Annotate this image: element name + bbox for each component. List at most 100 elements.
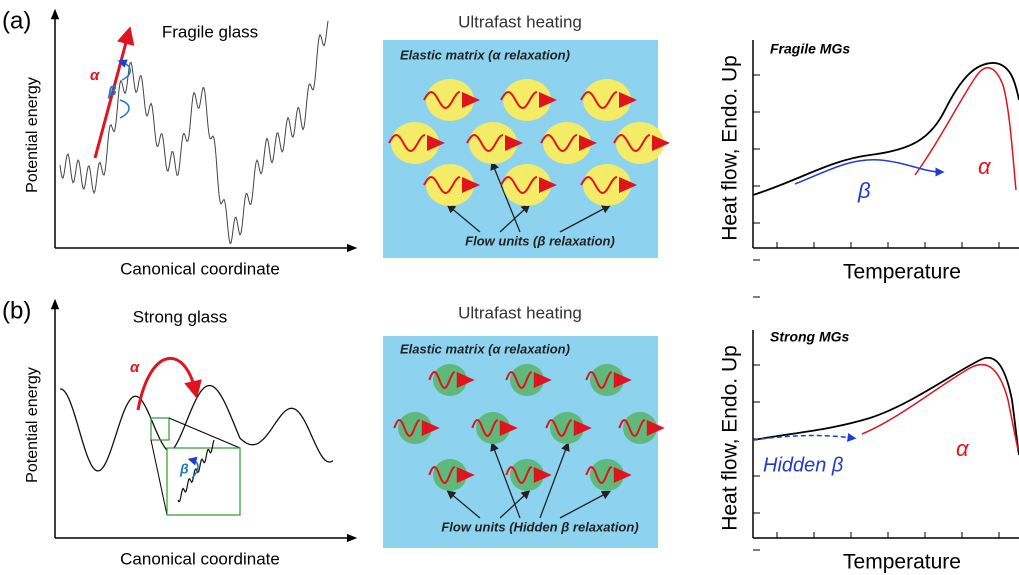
wave-arrowhead <box>427 135 445 151</box>
wave-arrowhead <box>579 135 597 151</box>
x-axis-label: Canonical coordinate <box>120 549 280 568</box>
dsc-title: Fragile MGs <box>770 41 850 57</box>
alpha-label: α <box>130 359 140 376</box>
units-label: Flow units (Hidden β relaxation) <box>441 519 638 534</box>
flow-unit <box>583 164 631 206</box>
wave <box>613 133 651 153</box>
pointer-arrow <box>490 441 521 519</box>
panel-label: (b) <box>2 297 31 324</box>
wave-arrowhead <box>499 420 518 436</box>
flow-unit <box>391 122 439 164</box>
wave-arrowhead <box>619 92 637 108</box>
wave-arrowhead <box>533 467 552 483</box>
alpha-arrow <box>93 26 135 159</box>
pointer-arrow <box>499 489 531 519</box>
wave-arrowhead <box>613 467 632 483</box>
panel: (a) Potential energy Canonical coordinate F… <box>2 7 1019 298</box>
zoom-box-small <box>150 417 170 441</box>
zoom-line <box>168 417 241 449</box>
y-axis-label: Potential energy <box>24 77 41 193</box>
dsc-black <box>752 356 1019 456</box>
wave <box>471 418 499 438</box>
beta-label: β <box>179 461 189 477</box>
wave-arrowhead <box>619 177 637 193</box>
zoom-line <box>150 439 168 516</box>
wave-arrowhead <box>462 177 480 193</box>
wave-arrowhead <box>533 372 552 388</box>
flow-unit <box>426 164 474 206</box>
dsc-red <box>914 67 1017 191</box>
dsc-beta: Hidden β <box>763 454 843 476</box>
flow-unit <box>583 79 631 121</box>
wave <box>500 175 538 195</box>
dsc-x-label: Temperature <box>843 551 961 574</box>
schematic-title: Ultrafast heating <box>458 303 582 322</box>
wave <box>505 465 533 485</box>
dsc-beta: β <box>857 178 871 203</box>
wave <box>585 465 613 485</box>
beta-label: β <box>107 83 117 99</box>
landscape-curve <box>59 20 329 245</box>
schematic-title: Ultrafast heating <box>458 12 582 31</box>
wave <box>545 418 573 438</box>
wave-arrowhead <box>456 467 475 483</box>
pointer-arrow <box>559 204 612 233</box>
dsc-alpha: α <box>978 154 992 179</box>
wave-arrowhead <box>573 420 592 436</box>
wave <box>500 90 538 110</box>
dsc-y-label: Heat flow, Endo. Up <box>719 55 742 241</box>
pointer-arrow <box>446 204 481 233</box>
flow-unit <box>543 122 591 164</box>
panel-label: (a) <box>2 7 31 34</box>
wave-arrowhead <box>613 372 632 388</box>
matrix-label: Elastic matrix (α relaxation) <box>400 341 570 356</box>
wave-arrowhead <box>456 372 475 388</box>
wave <box>585 370 613 390</box>
pointer-arrow <box>446 490 481 519</box>
wave-arrowhead <box>539 177 557 193</box>
alpha-arrow <box>136 356 202 411</box>
flow-unit <box>503 79 551 121</box>
wave <box>466 133 504 153</box>
beta-arrow <box>187 456 199 479</box>
wave <box>618 418 646 438</box>
wave <box>540 133 578 153</box>
wave-arrowhead <box>505 135 523 151</box>
pointer-arrow <box>490 160 521 233</box>
wave <box>580 90 618 110</box>
dsc-blue <box>752 432 857 442</box>
wave <box>505 370 533 390</box>
wave <box>423 90 461 110</box>
dsc-red <box>861 363 1019 451</box>
x-axis-label: Canonical coordinate <box>120 259 280 278</box>
wave <box>580 175 618 195</box>
landscape-title: Strong glass <box>133 307 228 326</box>
flow-unit <box>469 122 517 164</box>
wave-arrowhead <box>462 92 480 108</box>
alpha-label: α <box>90 67 100 84</box>
dsc-black <box>752 62 1019 196</box>
wave-arrowhead <box>646 420 665 436</box>
y-axis-label: Potential energy <box>24 367 41 483</box>
wave <box>388 133 426 153</box>
wave <box>423 175 461 195</box>
flow-unit <box>426 79 474 121</box>
wave-arrowhead <box>421 420 440 436</box>
wave-arrowhead <box>652 135 670 151</box>
dsc-blue <box>794 159 945 185</box>
pointer-arrow <box>559 490 612 519</box>
wave <box>428 370 456 390</box>
flow-unit <box>616 122 664 164</box>
zoom-curve <box>177 439 215 503</box>
dsc-title: Strong MGs <box>770 329 850 345</box>
wave <box>428 465 456 485</box>
dsc-y-label: Heat flow, Endo. Up <box>719 345 742 531</box>
units-label: Flow units (β relaxation) <box>465 233 615 248</box>
wave <box>393 418 421 438</box>
panel: (b) Potential energy Canonical coordinate S… <box>2 297 1019 574</box>
matrix-label: Elastic matrix (α relaxation) <box>400 47 570 62</box>
pointer-arrow <box>539 441 570 519</box>
beta-arrow <box>120 62 131 119</box>
wave-arrowhead <box>539 92 557 108</box>
